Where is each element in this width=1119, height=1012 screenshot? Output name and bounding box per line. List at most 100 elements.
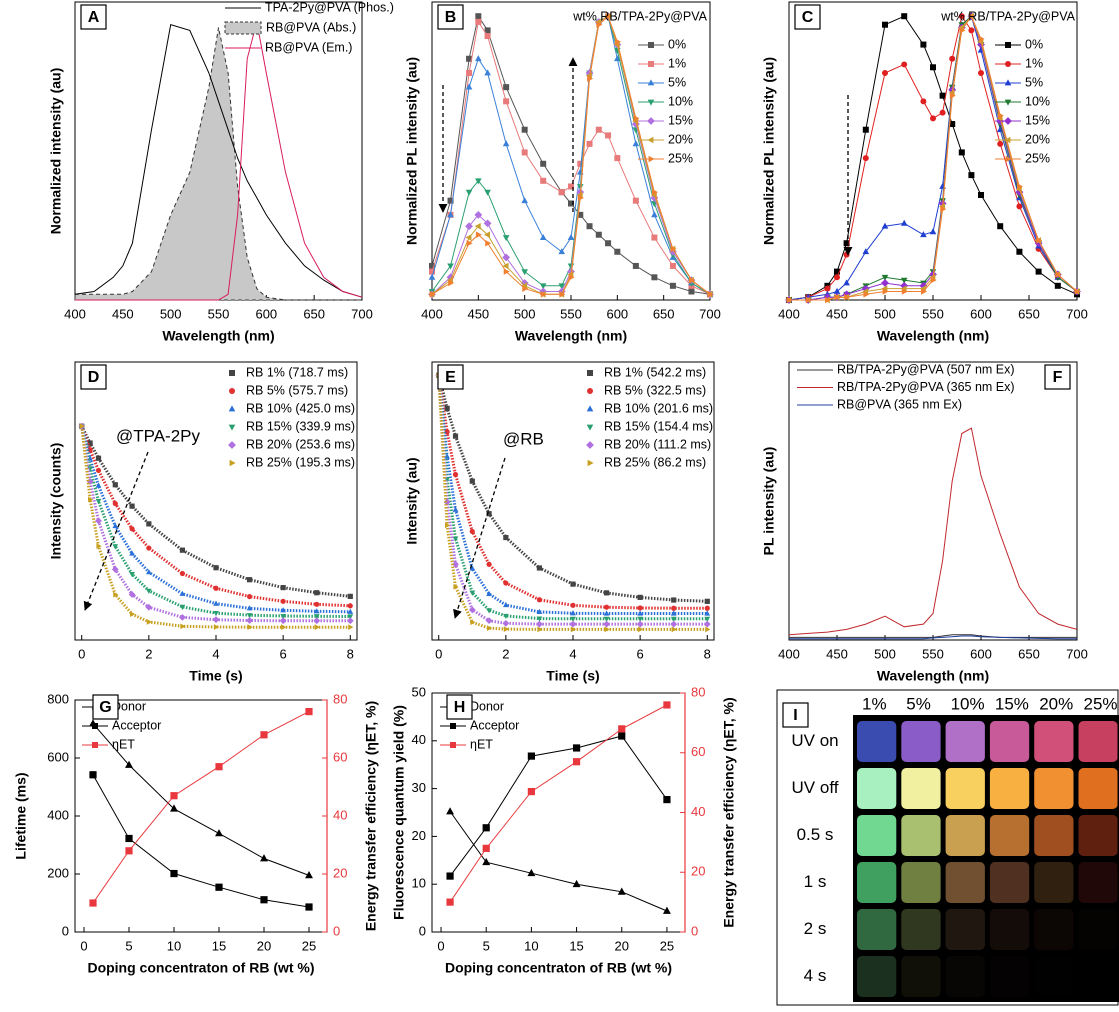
marker [484,69,491,76]
x-tick-label: 550 [922,646,944,661]
marker [502,262,509,270]
line [431,15,711,295]
sample-cell [989,768,1030,809]
legend-label: 1% [668,56,686,70]
marker [633,115,640,122]
marker [521,126,528,133]
marker [465,83,473,90]
marker [805,296,812,304]
marker [212,616,220,624]
marker [485,617,493,625]
marker [670,620,678,628]
marker [663,795,671,804]
marker [1016,248,1023,255]
legend-symbol [647,136,654,144]
x-tick-label: 25 [302,938,316,953]
legend-label: RB 10% (201.6 ms) [604,401,713,415]
sample-cell [857,956,897,997]
marker [429,291,436,298]
y-tick-label: 40 [412,732,426,747]
marker [570,602,576,608]
marker [929,228,937,235]
y2-tick-label: 60 [333,749,347,764]
y-tick-label: 30 [412,780,426,795]
marker [637,610,644,616]
marker [568,200,574,207]
marker [179,547,186,553]
marker [939,109,946,116]
marker [313,614,320,620]
legend-label: RB 25% (195.3 ms) [246,455,355,469]
marker [521,149,528,156]
sample-cell [1034,815,1074,856]
x-axis-title: Time (s) [189,668,242,684]
legend-symbol [647,79,655,86]
legend-symbol [229,388,235,394]
x-tick-label: 10 [167,938,181,953]
sample-cell [1034,909,1074,950]
panel-letter: B [445,9,457,26]
x-tick-label: 700 [351,306,373,321]
marker [96,543,102,549]
y2-tick-label: 20 [691,864,705,879]
decay-trace [437,375,708,631]
marker [465,222,473,231]
panel-letter-box [437,364,464,390]
marker [940,205,947,213]
x-tick-label: 6 [280,646,287,661]
marker [882,21,888,28]
x-tick-label: 8 [347,646,354,661]
legend-label: RB 5% (575.7 ms) [246,383,348,397]
decay-trace [80,425,351,623]
marker [834,268,840,275]
marker [146,521,152,527]
marker [862,248,870,255]
decay-trace [80,425,351,598]
panel-letter-box [80,4,107,30]
marker [605,240,612,247]
sample-cell [1034,956,1074,997]
marker [539,283,547,290]
legend-symbol [224,21,262,35]
marker [180,623,186,630]
marker [145,569,152,575]
marker [280,607,287,613]
marker [638,626,644,633]
marker [1055,271,1062,278]
x-tick-label: 20 [257,938,271,953]
marker [170,869,178,878]
y-axis-title: Normalized intensity (au) [48,68,64,234]
legend-label: 10% [668,94,693,108]
marker [618,725,626,733]
marker [213,610,219,617]
marker [170,792,178,800]
line [449,811,668,912]
sample-cell [945,768,985,809]
marker [968,27,975,34]
marker [521,269,528,276]
y-tick-label: 400 [47,807,69,822]
y-tick-label: 20 [412,828,426,843]
marker [213,600,219,606]
marker [87,466,93,472]
marker [347,608,354,614]
marker [95,517,102,525]
line [75,21,363,301]
sample-cell [857,909,897,950]
marker [704,598,710,604]
panel-letter: I [793,707,797,724]
marker [703,620,711,628]
legend-symbol [92,742,98,748]
y2-tick-label: 80 [691,684,705,699]
marker [145,588,152,594]
marker [482,857,491,866]
legend-label: RB@PVA (Abs.) [266,20,356,34]
marker [540,291,547,298]
marker [671,597,677,603]
legend-label: 0% [1025,37,1043,51]
marker [900,219,908,226]
x-tick-label: 400 [778,646,800,661]
marker [604,626,610,633]
line [788,427,1078,636]
y-tick-label: 800 [47,691,69,706]
